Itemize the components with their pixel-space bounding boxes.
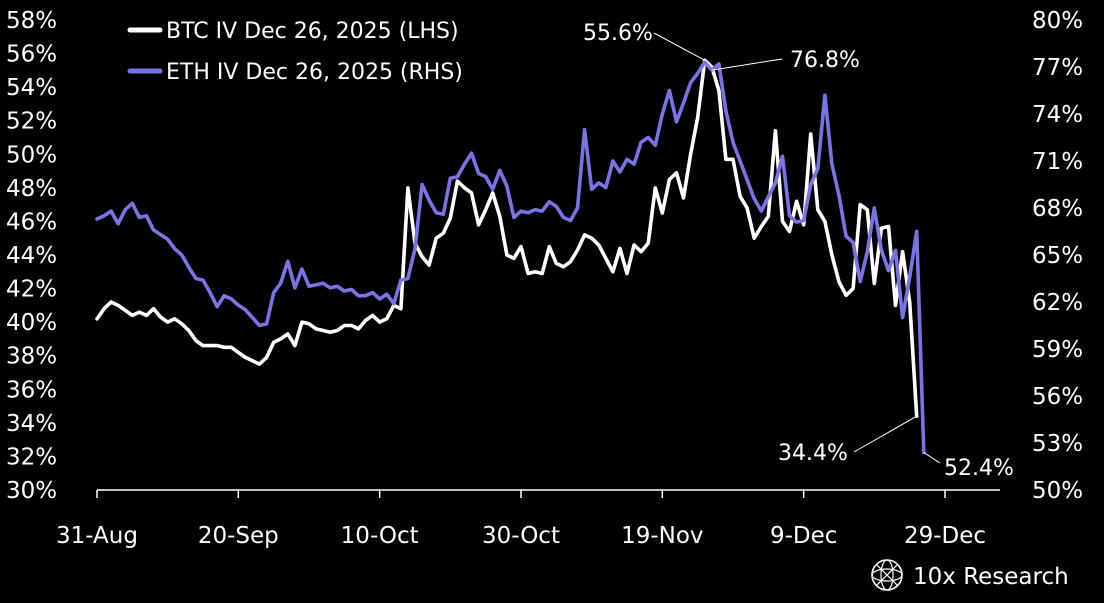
x-tick-label: 10-Oct: [341, 523, 419, 549]
x-tick-label: 29-Dec: [904, 523, 986, 549]
annotation-leader: [711, 58, 783, 71]
globe-icon: [871, 559, 903, 591]
y-right-tick-label: 80%: [1032, 8, 1083, 34]
y-right-tick-label: 59%: [1032, 337, 1083, 363]
y-left-tick-label: 52%: [6, 109, 57, 135]
legend-label-btc: BTC IV Dec 26, 2025 (LHS): [166, 19, 459, 44]
legend-label-eth: ETH IV Dec 26, 2025 (RHS): [166, 60, 463, 85]
y-right-tick-label: 74%: [1032, 102, 1083, 128]
eth-iv-line: [95, 60, 926, 455]
x-tick-label: 30-Oct: [482, 523, 560, 549]
y-left-tick-label: 38%: [6, 344, 57, 370]
y-left-tick-label: 34%: [6, 411, 57, 437]
y-left-tick-label: 36%: [6, 377, 57, 403]
annotations-group: 55.6% 76.8% 34.4% 52.4%: [583, 21, 1014, 481]
brand-name: 10x Research: [913, 564, 1069, 590]
y-left-tick-label: 30%: [6, 478, 57, 504]
y-right-tick-label: 77%: [1032, 55, 1083, 81]
annotation-label: 34.4%: [778, 441, 848, 466]
series-group: [95, 58, 926, 455]
y-left-tick-label: 54%: [6, 75, 57, 101]
x-tick-label: 20-Sep: [198, 523, 279, 549]
y-left-tick-label: 44%: [6, 243, 57, 269]
y-left-tick-label: 48%: [6, 176, 57, 202]
annotation-leader: [923, 451, 941, 464]
brand-watermark: 10x Research: [871, 559, 1069, 591]
y-left-tick-label: 32%: [6, 444, 57, 470]
axes-group: 31-Aug 20-Sep 10-Oct 30-Oct 19-Nov 9-Dec 29-De…: [6, 8, 1083, 549]
y-right-tick-label: 50%: [1032, 478, 1083, 504]
x-tick-label: 19-Nov: [621, 523, 703, 549]
y-right-tick-label: 53%: [1032, 431, 1083, 457]
y-right-tick-label: 71%: [1032, 149, 1083, 175]
annotation-label: 55.6%: [583, 21, 653, 46]
y-left-tick-label: 56%: [6, 42, 57, 68]
annotation-label: 76.8%: [790, 48, 860, 73]
y-left-tick-label: 40%: [6, 310, 57, 336]
annotation-leader: [853, 415, 917, 453]
annotation-label: 52.4%: [944, 456, 1014, 481]
y-right-tick-label: 68%: [1032, 196, 1083, 222]
y-right-tick-label: 56%: [1032, 384, 1083, 410]
y-right-tick-label: 62%: [1032, 290, 1083, 316]
btc-iv-line: [95, 58, 919, 418]
y-right-tick-label: 65%: [1032, 243, 1083, 269]
y-left-tick-label: 46%: [6, 209, 57, 235]
annotation-leader: [653, 32, 705, 61]
y-left-tick-label: 42%: [6, 277, 57, 303]
x-tick-label: 31-Aug: [56, 523, 138, 549]
legend: BTC IV Dec 26, 2025 (LHS) ETH IV Dec 26, …: [127, 19, 463, 85]
x-tick-label: 9-Dec: [770, 523, 837, 549]
y-left-tick-label: 50%: [6, 142, 57, 168]
y-left-tick-label: 58%: [6, 8, 57, 34]
